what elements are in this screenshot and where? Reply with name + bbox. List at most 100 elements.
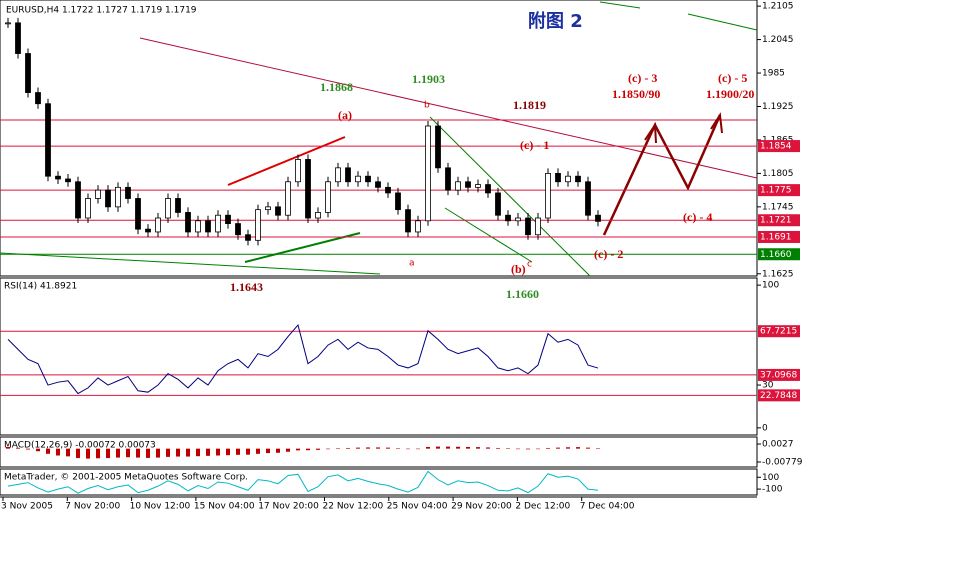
histogram-bar <box>236 448 240 455</box>
annotation: (c) - 1 <box>520 138 549 152</box>
candle-body <box>445 167 451 191</box>
trend-line <box>0 252 381 275</box>
annotation: 1.1643 <box>230 280 263 294</box>
candle-body <box>505 214 511 222</box>
candle-body <box>325 181 331 213</box>
candle-body <box>185 212 191 233</box>
x-tick-label: 7 Nov 20:00 <box>65 502 120 512</box>
histogram-bar <box>146 448 150 458</box>
histogram-bar <box>446 446 450 449</box>
candle-body <box>95 189 101 199</box>
x-tick-label: 3 Nov 2005 <box>1 502 53 512</box>
candle-body <box>315 212 321 219</box>
level-label: 67.7215 <box>760 327 797 337</box>
candle-body <box>495 192 501 216</box>
y-tick-label: 0.0027 <box>762 440 794 450</box>
level-label: 22.7848 <box>760 391 797 401</box>
annotation: 1.1868 <box>320 80 353 94</box>
candle-body <box>225 214 231 224</box>
histogram-bar <box>536 448 540 450</box>
level-label: 1.1660 <box>760 250 792 260</box>
candle-body <box>245 234 251 241</box>
histogram-bar <box>486 447 490 449</box>
candle-body <box>535 217 541 236</box>
annotation: b <box>424 101 430 111</box>
histogram-bar <box>416 448 420 450</box>
annotation: 1.1900/20 <box>706 87 754 101</box>
histogram-bar <box>246 448 250 455</box>
y-tick-label: -100 <box>762 485 783 495</box>
histogram-bar <box>156 448 160 458</box>
histogram-bar <box>56 448 60 456</box>
level-label-box <box>758 248 800 261</box>
histogram-bar <box>376 447 380 449</box>
y-tick-label: 1.1625 <box>762 269 794 279</box>
candle-body <box>135 198 141 230</box>
candle-body <box>295 159 301 183</box>
level-label-box <box>758 389 800 402</box>
candle-body <box>175 198 181 213</box>
candle-body <box>525 217 531 236</box>
candle-body <box>425 125 431 222</box>
histogram-bar <box>136 448 140 458</box>
histogram-bar <box>36 448 40 452</box>
y-tick-label: 1.1745 <box>762 202 794 212</box>
candle-body <box>335 167 341 183</box>
annotation: 1.1819 <box>513 98 546 112</box>
candle-body <box>475 184 481 188</box>
candle-body <box>145 228 151 233</box>
candle-body <box>125 186 131 199</box>
candle-body <box>355 175 361 183</box>
candle-body <box>405 209 411 233</box>
main-panel <box>0 0 758 277</box>
annotation: 1.1903 <box>412 72 445 86</box>
level-label: 1.1721 <box>760 216 792 226</box>
annotation: (b) <box>511 262 526 276</box>
histogram-bar <box>216 448 220 456</box>
candle-body <box>365 175 371 183</box>
histogram-bar <box>586 447 590 449</box>
trend-line <box>444 207 533 263</box>
candle-body <box>155 217 161 233</box>
candle-body <box>5 22 11 25</box>
candle-body <box>75 181 81 219</box>
x-tick-label: 15 Nov 04:00 <box>194 502 255 512</box>
histogram-bar <box>306 448 310 451</box>
histogram-bar <box>256 448 260 454</box>
candle-body <box>575 175 581 183</box>
histogram-bar <box>16 447 20 449</box>
candle-body <box>235 223 241 236</box>
histogram-bar <box>86 448 90 459</box>
histogram-bar <box>326 448 330 450</box>
level-label-box <box>758 230 800 243</box>
histogram-bar <box>196 448 200 457</box>
annotation: c <box>527 260 532 270</box>
histogram-bar <box>316 448 320 450</box>
histogram-bar <box>436 446 440 449</box>
annotation: (a) <box>338 108 352 122</box>
candle-body <box>275 206 281 216</box>
histogram-bar <box>496 447 500 449</box>
candle-body <box>65 178 71 183</box>
candle-body <box>265 206 271 211</box>
candle-body <box>385 186 391 194</box>
annotation: (c) - 2 <box>594 247 623 261</box>
histogram-bar <box>6 446 10 449</box>
indicator-line <box>7 324 599 395</box>
histogram-bar <box>176 448 180 457</box>
histogram-bar <box>66 448 70 457</box>
candle-body <box>85 198 91 219</box>
histogram-bar <box>466 446 470 449</box>
panel-title: RSI(14) 41.8921 <box>4 282 77 292</box>
arrow-head <box>710 112 723 134</box>
histogram-bar <box>226 448 230 456</box>
histogram-bar <box>476 447 480 449</box>
candle-body <box>435 125 441 169</box>
candle-body <box>455 181 461 191</box>
y-tick-label: 1.1925 <box>762 102 794 112</box>
histogram-bar <box>456 446 460 449</box>
histogram-bar <box>266 448 270 454</box>
annotation: (c) - 3 <box>628 71 657 85</box>
level-label-box <box>758 140 800 153</box>
